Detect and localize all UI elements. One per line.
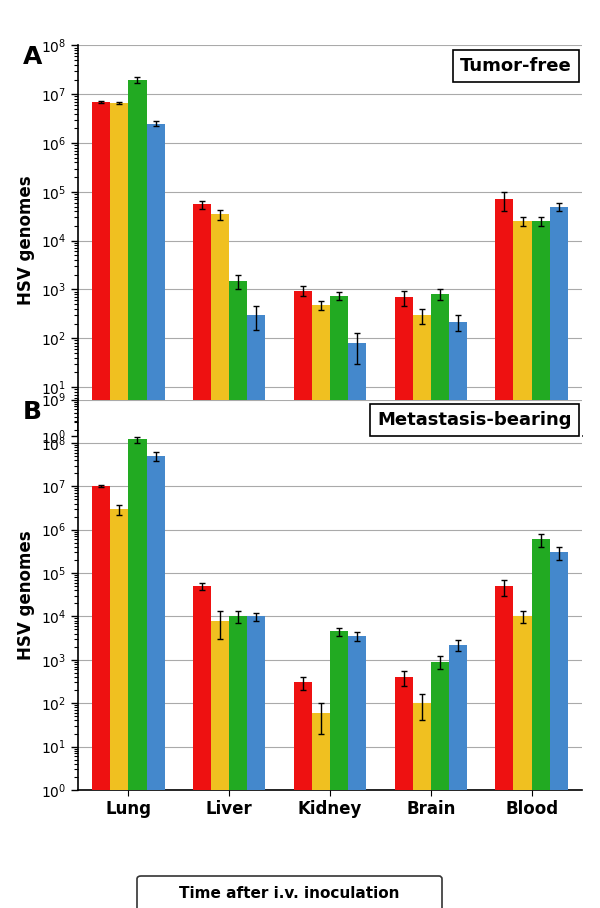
Bar <box>514 617 532 908</box>
Bar <box>395 677 413 908</box>
Bar <box>413 703 431 908</box>
Bar <box>449 645 467 908</box>
Bar <box>312 713 330 908</box>
Text: Metastasis-bearing: Metastasis-bearing <box>377 411 572 429</box>
Bar <box>247 315 265 908</box>
Bar <box>294 291 312 908</box>
Bar <box>110 509 128 908</box>
Bar <box>550 552 568 908</box>
Bar <box>146 123 164 908</box>
Bar <box>449 321 467 908</box>
Bar <box>146 456 164 908</box>
Bar <box>211 621 229 908</box>
Bar <box>128 439 146 908</box>
Bar <box>431 294 449 908</box>
Bar <box>431 662 449 908</box>
Bar <box>92 487 110 908</box>
Bar <box>550 206 568 908</box>
Bar <box>496 586 514 908</box>
Bar <box>532 222 550 908</box>
Bar <box>348 343 366 908</box>
Bar <box>532 539 550 908</box>
Bar <box>330 295 348 908</box>
Bar <box>514 222 532 908</box>
Bar <box>496 200 514 908</box>
Bar <box>193 586 211 908</box>
Bar <box>413 315 431 908</box>
Bar <box>395 297 413 908</box>
Bar <box>128 80 146 908</box>
Text: B: B <box>23 400 41 423</box>
Y-axis label: HSV genomes: HSV genomes <box>17 530 35 659</box>
Bar <box>330 631 348 908</box>
Y-axis label: HSV genomes: HSV genomes <box>17 176 35 305</box>
Text: A: A <box>23 45 42 69</box>
Bar <box>247 617 265 908</box>
Text: Tumor-free: Tumor-free <box>460 57 572 75</box>
Bar <box>193 204 211 908</box>
Bar <box>211 214 229 908</box>
Bar <box>110 104 128 908</box>
Bar <box>229 617 247 908</box>
Bar <box>294 683 312 908</box>
Bar <box>229 281 247 908</box>
Legend: 5 ', 1 h, 24 h, 48 h: 5 ', 1 h, 24 h, 48 h <box>137 875 442 908</box>
Bar <box>312 305 330 908</box>
Bar <box>348 637 366 908</box>
Bar <box>92 102 110 908</box>
